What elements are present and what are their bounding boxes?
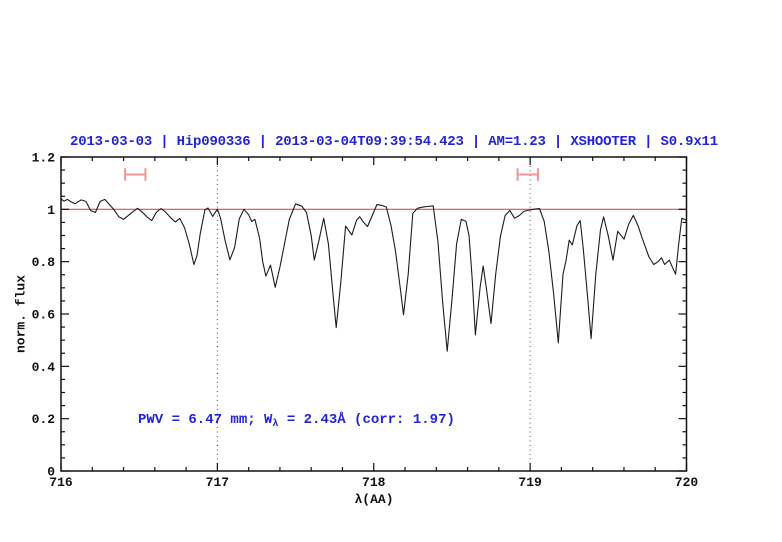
y-tick-label: 0 [47, 465, 55, 480]
y-axis-title: norm. flux [13, 274, 29, 354]
y-tick-label: 0.6 [32, 308, 56, 323]
y-tick-label: 1 [47, 203, 55, 218]
x-axis-title: λ(AA) [354, 492, 394, 507]
x-tick-label: 720 [675, 475, 699, 490]
y-tick-label: 0.8 [32, 255, 56, 270]
x-tick-label: 719 [518, 475, 542, 490]
lambda-subscript: λ [272, 419, 279, 430]
pwv-annotation-text: PWV = 6.47 mm; W [138, 412, 273, 428]
y-tick-label: 0.4 [32, 360, 56, 375]
plot-title: 2013-03-03 | Hip090336 | 2013-03-04T09:3… [70, 134, 718, 150]
pwv-annotation: PWV = 6.47 mm; Wλ = 2.43Å (corr: 1.97) [138, 412, 455, 430]
telluric-spectrum-line [60, 198, 688, 352]
x-tick-label: 717 [206, 475, 229, 490]
y-tick-label: 0.2 [32, 412, 56, 427]
ew-annotation-text: = 2.43Å (corr: 1.97) [278, 412, 455, 428]
x-tick-label: 718 [362, 475, 386, 490]
x-tick-label: 716 [49, 475, 73, 490]
y-tick-label: 1.2 [32, 151, 56, 166]
